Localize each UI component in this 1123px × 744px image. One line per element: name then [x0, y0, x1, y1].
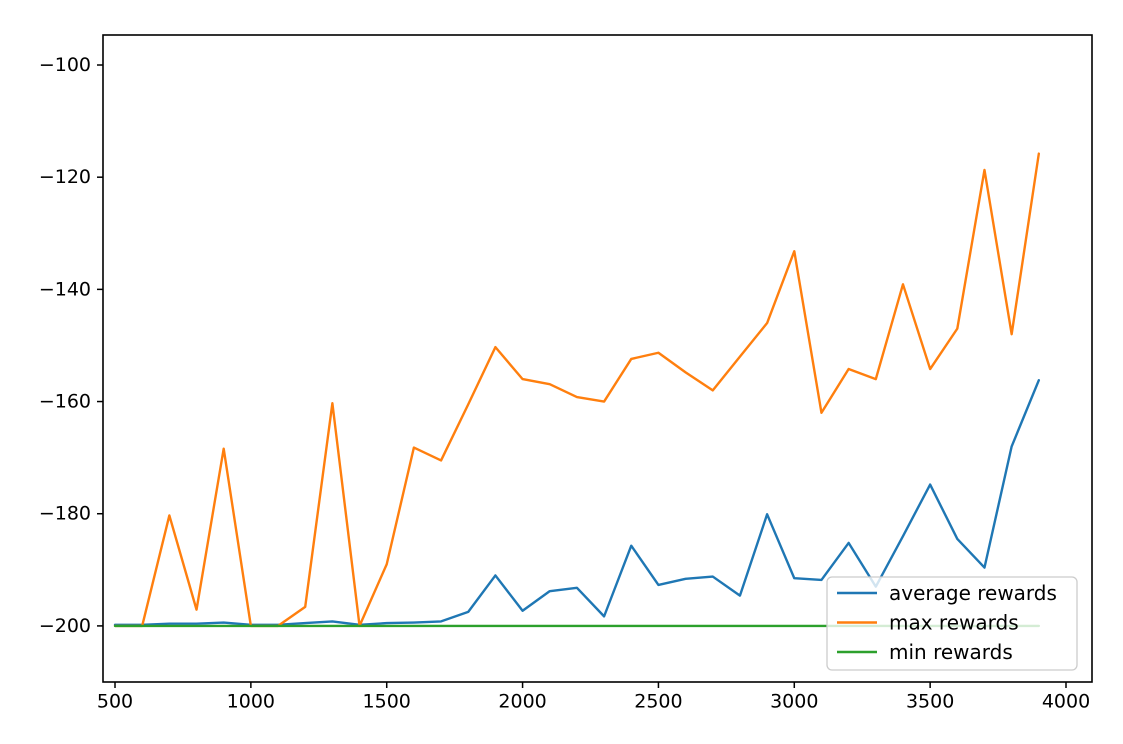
y-tick-label: −140 [39, 278, 91, 300]
x-tick-label: 3000 [770, 691, 818, 713]
x-tick-label: 2500 [634, 691, 682, 713]
y-tick-label: −200 [39, 615, 91, 637]
series-line-max-rewards [113, 152, 1041, 628]
x-tick-label: 1000 [227, 691, 275, 713]
y-tick-label: −100 [39, 54, 91, 76]
legend-label: min rewards [889, 640, 1013, 664]
legend-label: max rewards [889, 611, 1019, 635]
y-tick-label: −180 [39, 503, 91, 525]
x-tick-label: 2000 [498, 691, 546, 713]
x-tick-label: 4000 [1042, 691, 1090, 713]
legend-box [826, 576, 1078, 671]
y-tick-label: −120 [39, 166, 91, 188]
axes-frame [102, 34, 1093, 683]
legend-label: average rewards [889, 581, 1057, 605]
x-tick-label: 1500 [363, 691, 411, 713]
x-tick-label: 500 [97, 691, 133, 713]
y-tick-label: −160 [39, 391, 91, 413]
x-tick-label: 3500 [906, 691, 954, 713]
